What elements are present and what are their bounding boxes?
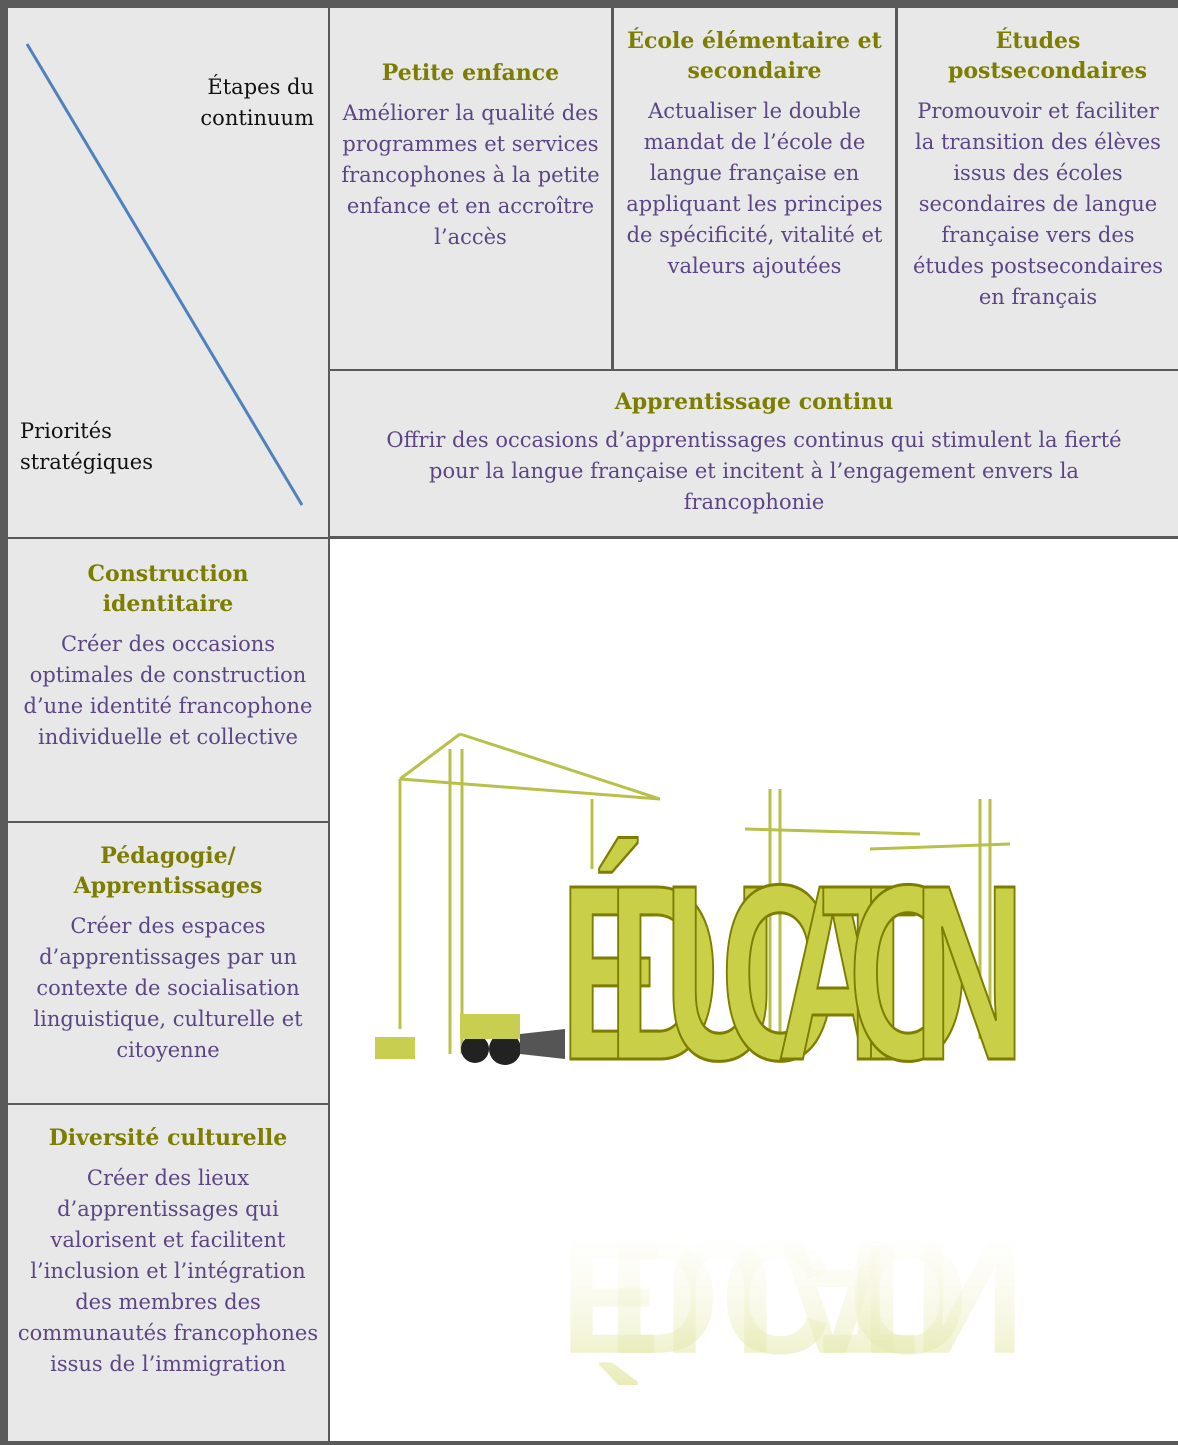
priority-cell: Pédagogie/ Apprentissages Créer des espa… — [8, 823, 328, 1103]
stage-cell: École élémentaire et secondaire Actualis… — [614, 8, 895, 369]
education-illustration: ÉDUCATION ÉDUCATION — [375, 732, 1026, 1388]
priority-title: Construction identitaire — [87, 561, 249, 617]
image-text: ÉDUCATION — [560, 834, 1025, 1113]
stage-text: Améliorer la qualité des programmes et s… — [341, 101, 600, 249]
priority-text: Créer des espaces d’apprentissages par u… — [33, 914, 303, 1062]
bulldozer — [460, 1014, 565, 1065]
priority-title: Diversité culturelle — [48, 1125, 288, 1151]
image-area: ÉDUCATION ÉDUCATION — [330, 539, 1178, 1441]
corner-top: Étapes du continuum — [200, 75, 314, 130]
stage-title: École élémentaire et secondaire — [627, 28, 882, 84]
corner-bottom: Priorités stratégiques — [20, 419, 153, 474]
image-reflection: ÉDUCATION — [560, 1206, 1025, 1388]
priority-text: Créer des lieux d’apprentissages qui val… — [17, 1166, 319, 1376]
corner-cell: Étapes du continuum Priorités stratégiqu… — [8, 8, 328, 537]
cranes — [398, 732, 1011, 1054]
continuous-text: Offrir des occasions d’apprentissages co… — [386, 428, 1122, 514]
stage-text: Promouvoir et faciliter la transition de… — [912, 99, 1164, 309]
priority-cell: Construction identitaire Créer des occas… — [8, 539, 328, 821]
stage-title: Petite enfance — [381, 60, 560, 86]
diagonal-line — [25, 43, 304, 506]
block — [375, 1037, 415, 1059]
stage-text: Actualiser le double mandat de l’école d… — [626, 99, 883, 278]
priority-text: Créer des occasions optimales de constru… — [23, 632, 313, 749]
diagonal — [25, 43, 304, 506]
continuous-cell: Apprentissage continu Offrir des occasio… — [330, 371, 1178, 536]
stage-title: Études postsecondaires — [948, 28, 1148, 84]
stage-cell: Petite enfance Améliorer la qualité des … — [330, 8, 611, 369]
priority-title: Pédagogie/ Apprentissages — [73, 843, 263, 899]
continuous-title: Apprentissage continu — [614, 389, 894, 415]
priority-cell: Diversité culturelle Créer des lieux d’a… — [8, 1105, 328, 1441]
stage-cell: Études postsecondaires Promouvoir et fac… — [898, 8, 1178, 369]
